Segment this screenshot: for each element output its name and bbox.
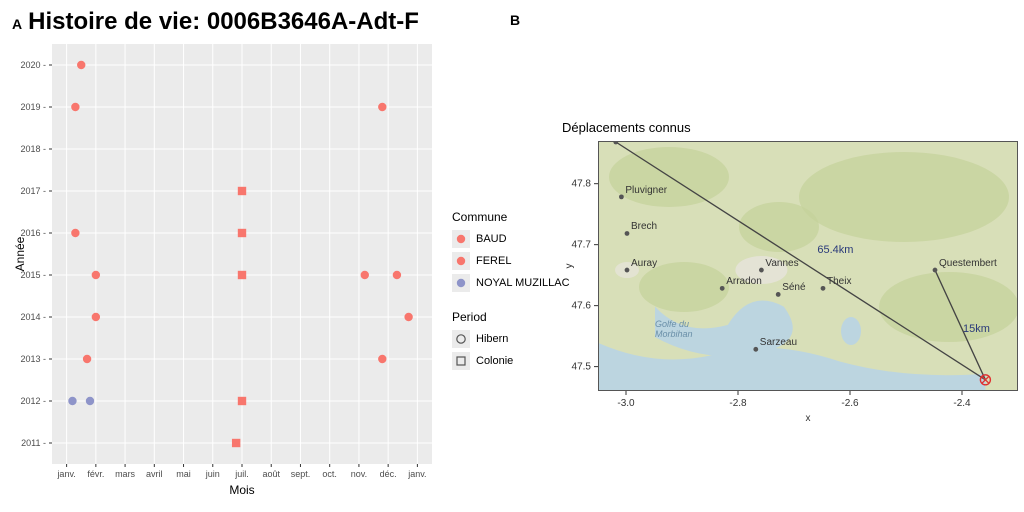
- svg-text:2017 -: 2017 -: [20, 186, 46, 196]
- map-distance-label: 15km: [963, 323, 990, 335]
- svg-text:mai: mai: [176, 469, 191, 479]
- svg-text:2020 -: 2020 -: [20, 60, 46, 70]
- svg-text:-2.4: -2.4: [953, 398, 971, 409]
- svg-text:juin: juin: [205, 469, 220, 479]
- svg-text:2011 -: 2011 -: [21, 438, 46, 448]
- svg-text:47.6: 47.6: [572, 301, 592, 312]
- map-distance-label: 65.4km: [817, 244, 853, 256]
- svg-text:2016 -: 2016 -: [20, 228, 46, 238]
- svg-text:-2.6: -2.6: [841, 398, 859, 409]
- svg-text:-2.8: -2.8: [729, 398, 747, 409]
- page-title: Histoire de vie: 0006B3646A-Adt-F: [28, 8, 419, 36]
- legend-period-title: Period: [452, 310, 570, 324]
- svg-text:nov.: nov.: [351, 469, 367, 479]
- legend: Commune BAUD FEREL NOYAL MUZILLAC Period H…: [452, 210, 570, 388]
- scatter-plot: janv. févr. mars avril mai juin juil. août sept.…: [12, 40, 442, 500]
- legend-label: Colonie: [476, 355, 513, 367]
- svg-text:47.7: 47.7: [572, 240, 592, 251]
- legend-commune-item: FEREL: [452, 252, 570, 270]
- svg-text:août: août: [262, 469, 280, 479]
- svg-text:2018 -: 2018 -: [20, 144, 46, 154]
- svg-text:juil.: juil.: [234, 469, 249, 479]
- map-title: Déplacements connus: [562, 120, 1022, 135]
- svg-text:47.5: 47.5: [572, 362, 592, 373]
- legend-commune-title: Commune: [452, 210, 570, 224]
- svg-text:janv.: janv.: [407, 469, 426, 479]
- svg-text:y: y: [564, 264, 575, 269]
- svg-text:2012 -: 2012 -: [20, 396, 46, 406]
- map-area: BaudPluvignerBrechAurayArradonVannesSéné…: [598, 141, 1018, 391]
- svg-text:avril: avril: [146, 469, 163, 479]
- legend-commune: Commune BAUD FEREL NOYAL MUZILLAC: [452, 210, 570, 292]
- legend-label: NOYAL MUZILLAC: [476, 277, 570, 289]
- map-canvas: [599, 142, 1018, 391]
- svg-text:Mois: Mois: [229, 483, 254, 497]
- panel-a-scatter: janv. févr. mars avril mai juin juil. août sept.…: [12, 40, 442, 500]
- svg-text:mars: mars: [115, 469, 135, 479]
- panel-b-map: Déplacements connus -3.0 -2.8 -2.6 -2.4 47.5…: [562, 120, 1022, 421]
- svg-text:Année: Année: [13, 236, 27, 271]
- svg-text:-3.0: -3.0: [617, 398, 635, 409]
- svg-text:2013 -: 2013 -: [20, 354, 46, 364]
- legend-label: Hibern: [476, 333, 508, 345]
- legend-label: FEREL: [476, 255, 511, 267]
- legend-commune-item: BAUD: [452, 230, 570, 248]
- legend-period-item: Hibern: [452, 330, 570, 348]
- svg-text:47.8: 47.8: [572, 179, 592, 190]
- svg-text:janv.: janv.: [56, 469, 75, 479]
- svg-text:2014 -: 2014 -: [20, 312, 46, 322]
- panel-a-tag: A: [12, 16, 22, 32]
- svg-text:févr.: févr.: [87, 469, 104, 479]
- legend-commune-item: NOYAL MUZILLAC: [452, 274, 570, 292]
- svg-text:sept.: sept.: [291, 469, 311, 479]
- legend-period: Period Hibern Colonie: [452, 310, 570, 370]
- svg-text:déc.: déc.: [380, 469, 397, 479]
- svg-text:oct.: oct.: [322, 469, 337, 479]
- svg-text:x: x: [806, 413, 811, 424]
- legend-label: BAUD: [476, 233, 507, 245]
- panel-b-tag: B: [510, 12, 520, 28]
- svg-text:2019 -: 2019 -: [20, 102, 46, 112]
- legend-period-item: Colonie: [452, 352, 570, 370]
